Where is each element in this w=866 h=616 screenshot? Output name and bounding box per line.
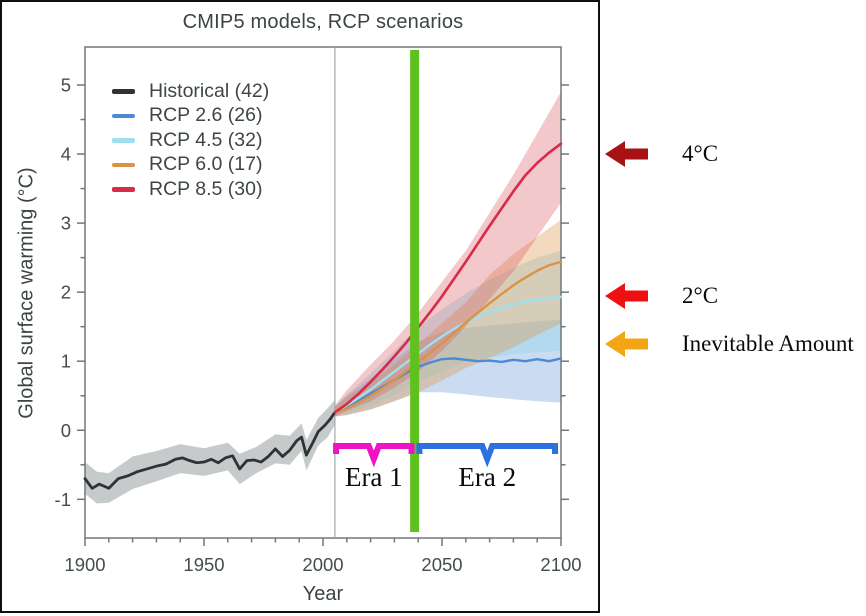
- left-block-arrow-icon: [605, 141, 648, 168]
- legend-swatch-icon: [112, 138, 135, 143]
- y-tick-label: 5: [61, 74, 71, 95]
- era-label: Era 2: [458, 462, 517, 492]
- era-bracket: [333, 443, 415, 468]
- series-line: [333, 142, 563, 414]
- annotation-label: 2°C: [682, 282, 719, 308]
- left-block-arrow-icon: [605, 330, 648, 357]
- legend-item: RCP 8.5 (30): [112, 177, 269, 202]
- y-tick-label: -1: [55, 489, 71, 510]
- legend-item: RCP 6.0 (17): [112, 153, 269, 178]
- left-block-arrow-icon: [605, 282, 648, 309]
- y-tick-label: 4: [61, 144, 71, 165]
- annotation-label: 4°C: [682, 141, 719, 167]
- x-tick-label: 2000: [302, 554, 343, 575]
- legend-label: Historical (42): [149, 79, 270, 102]
- legend-label: RCP 8.5 (30): [149, 177, 263, 200]
- legend-label: RCP 2.6 (26): [149, 104, 263, 127]
- legend-item: RCP 4.5 (32): [112, 128, 269, 153]
- legend-label: RCP 4.5 (32): [149, 128, 263, 151]
- legend: Historical (42) RCP 2.6 (26) RCP 4.5 (32) R…: [112, 79, 269, 202]
- legend-item: RCP 2.6 (26): [112, 104, 269, 129]
- annotation-row: Inevitable Amount: [602, 327, 854, 361]
- y-tick-label: 1: [61, 351, 71, 372]
- uncertainty-band: [334, 219, 561, 417]
- x-tick-label: 1900: [64, 554, 105, 575]
- series-line: [333, 295, 563, 414]
- annotation-row: 4°C: [602, 137, 718, 171]
- series-line: [333, 357, 563, 414]
- series-line: [333, 260, 563, 414]
- green-era-divider-line: [410, 50, 420, 532]
- climate-projection-plot: 5 4 3 2 1 0 -1 1900 1950 2000 2050 2100: [0, 0, 600, 613]
- legend-swatch-icon: [112, 113, 135, 118]
- legend-item: Historical (42): [112, 79, 269, 104]
- legend-swatch-icon: [112, 162, 135, 167]
- era-bracket: [416, 443, 559, 468]
- annotation-row: 2°C: [602, 279, 718, 313]
- x-axis-label: Year: [302, 583, 344, 605]
- annotation-label: Inevitable Amount: [682, 330, 854, 356]
- x-tick-label: 2100: [540, 554, 581, 575]
- legend-swatch-icon: [112, 89, 135, 94]
- series-line: [83, 410, 337, 490]
- legend-swatch-icon: [112, 187, 135, 192]
- chart-panel-border: [0, 0, 600, 613]
- chart-title: CMIP5 models, RCP scenarios: [182, 11, 464, 33]
- x-tick-label: 1950: [183, 554, 224, 575]
- x-tick-label: 2050: [421, 554, 462, 575]
- y-axis-label: Global surface warming (°C): [15, 167, 38, 419]
- uncertainty-band: [334, 319, 561, 417]
- legend-label: RCP 6.0 (17): [149, 153, 263, 176]
- uncertainty-band: [334, 91, 561, 417]
- uncertainty-band: [85, 399, 335, 504]
- era-label: Era 1: [344, 462, 403, 492]
- y-tick-label: 2: [61, 282, 71, 303]
- y-tick-label: 0: [61, 420, 71, 441]
- y-tick-label: 3: [61, 213, 71, 234]
